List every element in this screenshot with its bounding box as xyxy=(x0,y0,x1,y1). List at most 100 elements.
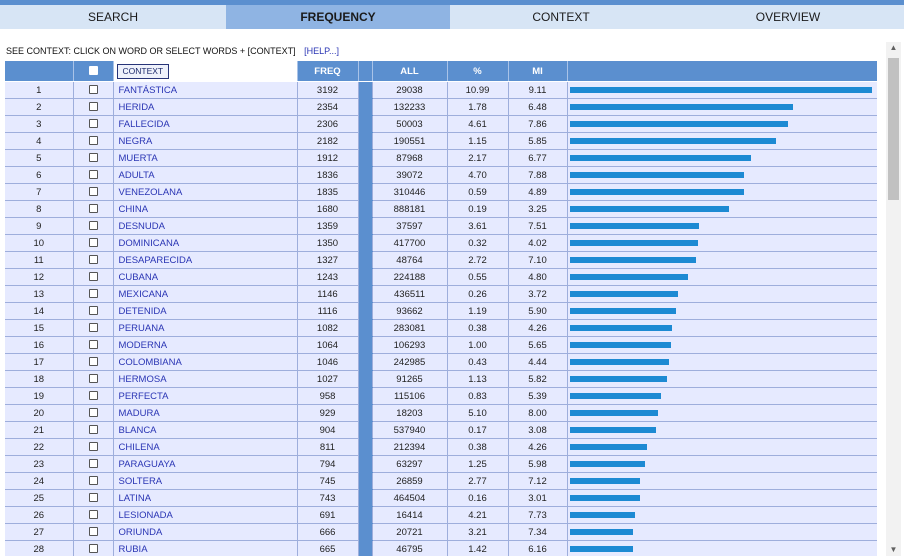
row-select[interactable] xyxy=(73,132,114,150)
row-word[interactable]: COLOMBIANA xyxy=(113,353,298,371)
tab-context[interactable]: CONTEXT xyxy=(450,5,672,29)
row-select[interactable] xyxy=(73,234,114,252)
row-word[interactable]: MODERNA xyxy=(113,336,298,354)
row-checkbox[interactable] xyxy=(88,425,98,435)
row-word[interactable]: DESAPARECIDA xyxy=(113,251,298,269)
row-word[interactable]: BLANCA xyxy=(113,421,298,439)
row-checkbox[interactable] xyxy=(88,527,98,537)
header-percent[interactable]: % xyxy=(447,61,509,82)
row-select[interactable] xyxy=(73,404,114,422)
row-checkbox[interactable] xyxy=(88,374,98,384)
row-word[interactable]: NEGRA xyxy=(113,132,298,150)
row-select[interactable] xyxy=(73,115,114,133)
row-select[interactable] xyxy=(73,438,114,456)
row-select[interactable] xyxy=(73,540,114,556)
row-checkbox[interactable] xyxy=(88,102,98,112)
row-word[interactable]: ORIUNDA xyxy=(113,523,298,541)
row-select[interactable] xyxy=(73,98,114,116)
row-checkbox[interactable] xyxy=(88,153,98,163)
row-select[interactable] xyxy=(73,455,114,473)
row-checkbox[interactable] xyxy=(88,119,98,129)
row-checkbox[interactable] xyxy=(88,340,98,350)
row-select[interactable] xyxy=(73,268,114,286)
row-checkbox[interactable] xyxy=(88,442,98,452)
row-checkbox[interactable] xyxy=(88,136,98,146)
row-word[interactable]: MUERTA xyxy=(113,149,298,167)
row-select[interactable] xyxy=(73,489,114,507)
row-checkbox[interactable] xyxy=(88,544,98,554)
row-word[interactable]: PERFECTA xyxy=(113,387,298,405)
row-checkbox[interactable] xyxy=(88,238,98,248)
row-checkbox[interactable] xyxy=(88,510,98,520)
header-freq[interactable]: FREQ xyxy=(297,61,359,82)
row-word[interactable]: VENEZOLANA xyxy=(113,183,298,201)
row-checkbox[interactable] xyxy=(88,493,98,503)
tab-overview[interactable]: OVERVIEW xyxy=(672,5,904,29)
row-word[interactable]: FANTÁSTICA xyxy=(113,81,298,99)
row-word[interactable]: DOMINICANA xyxy=(113,234,298,252)
row-select[interactable] xyxy=(73,523,114,541)
row-select[interactable] xyxy=(73,336,114,354)
row-checkbox[interactable] xyxy=(88,357,98,367)
row-select[interactable] xyxy=(73,370,114,388)
row-word[interactable]: PARAGUAYA xyxy=(113,455,298,473)
row-select[interactable] xyxy=(73,149,114,167)
row-select[interactable] xyxy=(73,183,114,201)
vertical-scrollbar[interactable]: ▲ ▼ xyxy=(886,42,901,556)
row-select[interactable] xyxy=(73,285,114,303)
row-select[interactable] xyxy=(73,200,114,218)
row-word[interactable]: PERUANA xyxy=(113,319,298,337)
row-checkbox[interactable] xyxy=(88,85,98,95)
row-checkbox[interactable] xyxy=(88,306,98,316)
row-checkbox[interactable] xyxy=(88,408,98,418)
row-word[interactable]: LESIONADA xyxy=(113,506,298,524)
row-word[interactable]: SOLTERA xyxy=(113,472,298,490)
row-checkbox[interactable] xyxy=(88,187,98,197)
row-select[interactable] xyxy=(73,81,114,99)
header-mi[interactable]: MI xyxy=(508,61,568,82)
row-word[interactable]: CUBANA xyxy=(113,268,298,286)
row-word[interactable]: CHILENA xyxy=(113,438,298,456)
row-word[interactable]: DETENIDA xyxy=(113,302,298,320)
row-select[interactable] xyxy=(73,506,114,524)
tab-frequency[interactable]: FREQUENCY xyxy=(226,5,450,29)
row-select[interactable] xyxy=(73,302,114,320)
tab-search[interactable]: SEARCH xyxy=(0,5,226,29)
row-word[interactable]: FALLECIDA xyxy=(113,115,298,133)
header-select-all[interactable] xyxy=(73,61,114,82)
row-checkbox[interactable] xyxy=(88,476,98,486)
header-all[interactable]: ALL xyxy=(372,61,448,82)
row-checkbox[interactable] xyxy=(88,391,98,401)
row-word[interactable]: HERIDA xyxy=(113,98,298,116)
row-checkbox[interactable] xyxy=(88,221,98,231)
row-select[interactable] xyxy=(73,387,114,405)
row-word[interactable]: MADURA xyxy=(113,404,298,422)
row-word[interactable]: DESNUDA xyxy=(113,217,298,235)
row-checkbox[interactable] xyxy=(88,272,98,282)
row-checkbox[interactable] xyxy=(88,459,98,469)
scroll-down-arrow-icon[interactable]: ▼ xyxy=(889,545,898,554)
row-word[interactable]: ADULTA xyxy=(113,166,298,184)
row-select[interactable] xyxy=(73,353,114,371)
row-select[interactable] xyxy=(73,217,114,235)
scroll-thumb[interactable] xyxy=(888,58,899,200)
select-all-checkbox[interactable] xyxy=(88,66,98,76)
row-select[interactable] xyxy=(73,319,114,337)
context-button[interactable]: CONTEXT xyxy=(116,63,170,79)
row-word[interactable]: CHINA xyxy=(113,200,298,218)
row-checkbox[interactable] xyxy=(88,323,98,333)
help-link[interactable]: [HELP...] xyxy=(304,46,339,56)
scroll-up-arrow-icon[interactable]: ▲ xyxy=(889,43,898,52)
row-checkbox[interactable] xyxy=(88,170,98,180)
row-select[interactable] xyxy=(73,251,114,269)
row-word[interactable]: LATINA xyxy=(113,489,298,507)
row-checkbox[interactable] xyxy=(88,255,98,265)
row-word[interactable]: RUBIA xyxy=(113,540,298,556)
row-word[interactable]: HERMOSA xyxy=(113,370,298,388)
row-word[interactable]: MEXICANA xyxy=(113,285,298,303)
row-select[interactable] xyxy=(73,421,114,439)
row-checkbox[interactable] xyxy=(88,204,98,214)
row-select[interactable] xyxy=(73,472,114,490)
row-select[interactable] xyxy=(73,166,114,184)
row-checkbox[interactable] xyxy=(88,289,98,299)
